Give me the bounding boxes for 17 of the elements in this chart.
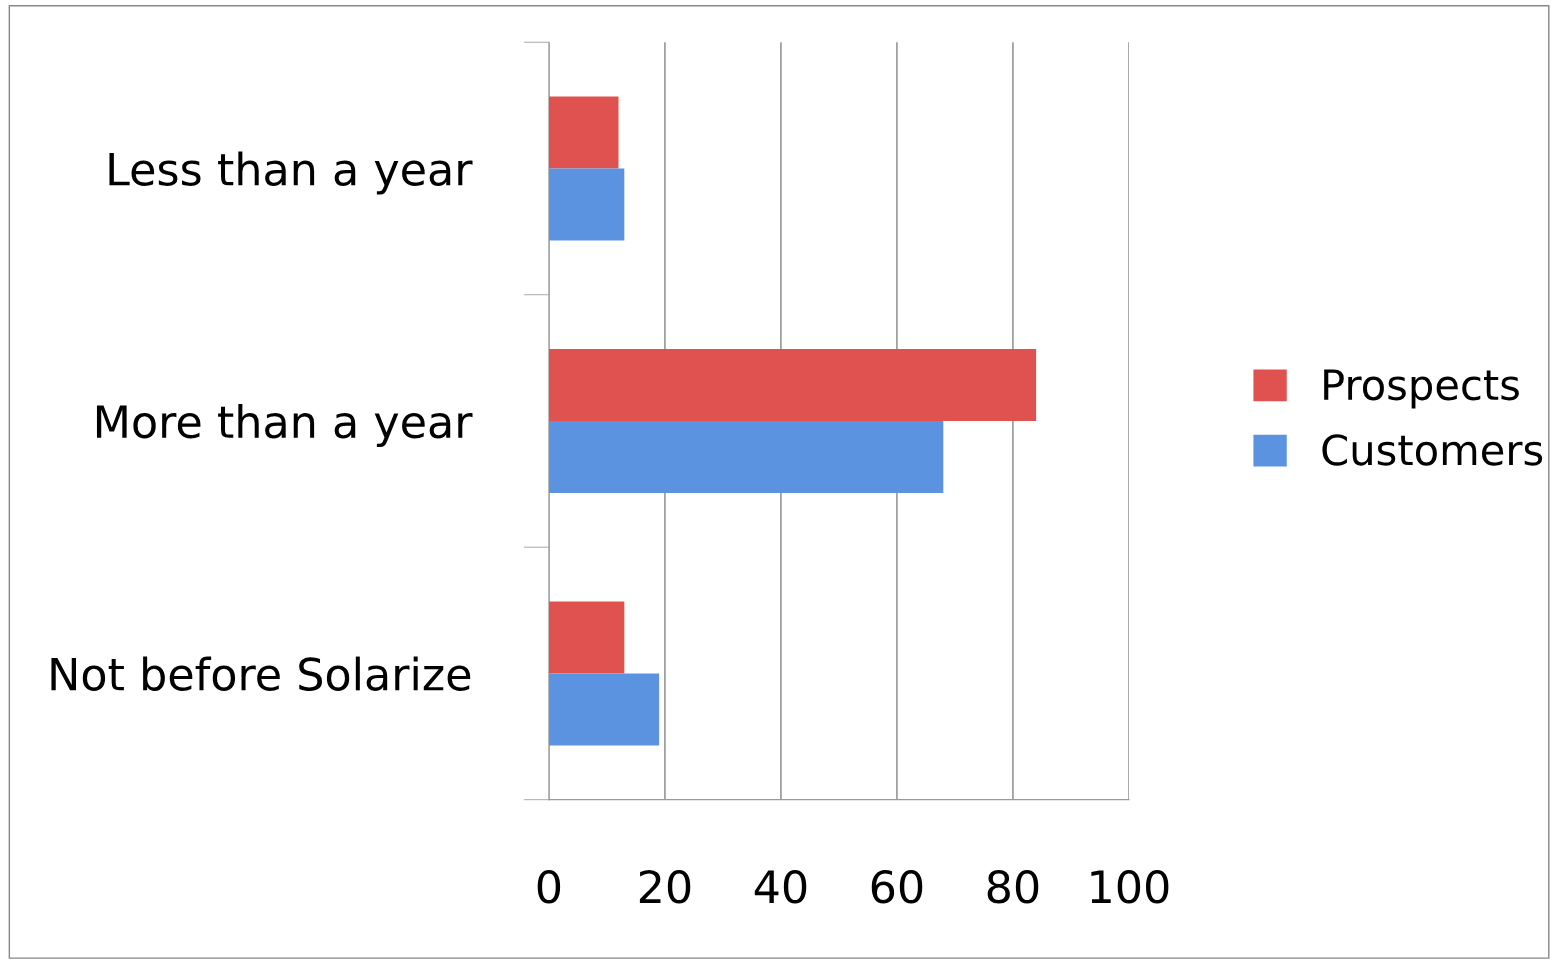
bar <box>548 601 625 674</box>
bar <box>548 168 625 241</box>
x-tick-label: 100 <box>1091 869 1169 904</box>
x-tick-label: 40 <box>754 869 807 904</box>
x-tick-label: 60 <box>871 869 923 904</box>
bar <box>548 673 660 746</box>
legend-label: Prospects <box>1324 369 1519 409</box>
bar <box>548 349 1037 421</box>
bar <box>548 96 619 169</box>
legend-label: Customers <box>1322 434 1543 466</box>
y-tick-label: Less than a year <box>109 151 473 195</box>
bar <box>548 420 944 493</box>
x-tick-label: 0 <box>537 869 561 904</box>
y-tick-label: More than a year <box>96 404 473 448</box>
x-tick-label: 20 <box>639 869 691 904</box>
y-tick-label: Not before Solarize <box>51 656 471 691</box>
x-tick-label: 80 <box>987 869 1039 904</box>
